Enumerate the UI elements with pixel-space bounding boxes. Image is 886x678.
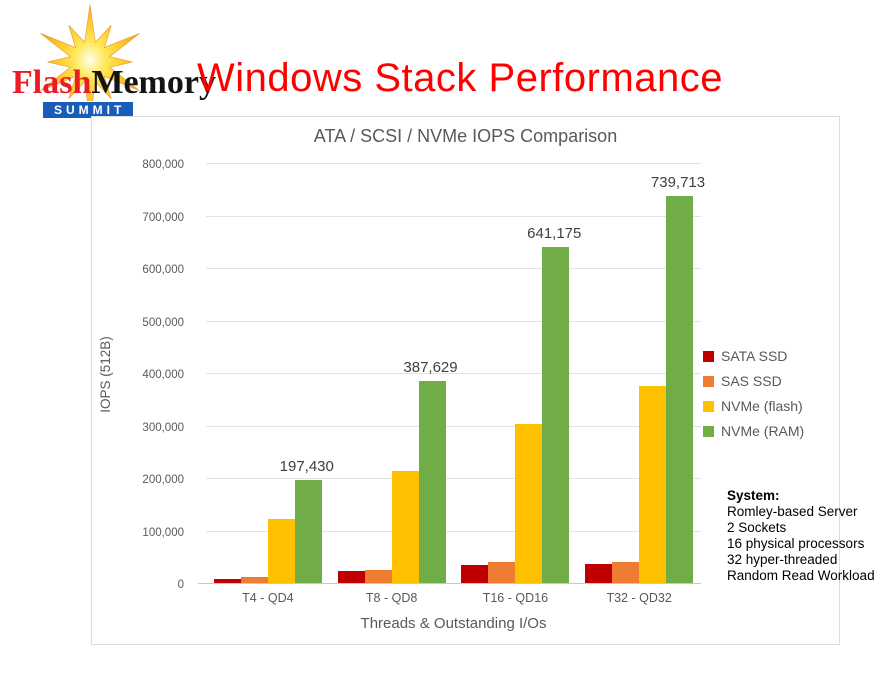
legend-label: SATA SSD [721,348,788,364]
system-heading: System: [727,488,780,503]
flash-memory-summit-logo: FlashMemory SUMMIT [8,2,216,122]
plot-area: 197,430 387,629 641,175 739,713 [198,163,705,584]
bar-sata-ssd [213,578,241,584]
bar-nvme-ram-: 387,629 [403,359,458,584]
page-title: Windows Stack Performance [197,56,724,100]
legend-entry: SATA SSD [703,348,804,364]
bar-sata-ssd [585,563,613,584]
bar-sas-ssd [612,561,640,584]
x-tick-label: T32 - QD32 [606,591,672,605]
gridline [206,530,701,532]
logo-summit-badge: SUMMIT [42,101,135,119]
legend-label: SAS SSD [721,373,782,389]
y-tick-label: 800,000 [142,159,184,171]
y-tick-label: 300,000 [142,421,184,434]
bar-nvme-ram-: 197,430 [280,458,334,584]
bar-nvme-ram-: 739,713 [651,174,705,584]
bar-sata-ssd [337,570,365,584]
system-line: 2 Sockets [727,520,787,535]
y-tick-label: 500,000 [142,316,184,329]
system-line: Romley-based Server [727,504,858,519]
system-line: 16 physical processors [727,536,865,551]
gridline [206,373,701,374]
legend-label: NVMe (flash) [721,398,803,414]
bar-group: 387,629 [330,164,458,584]
system-line: 32 hyper-threaded [727,552,838,567]
bar-groups: 197,430 387,629 641,175 739,713 [206,164,705,584]
y-tick-label: 700,000 [142,211,184,224]
y-axis-ticks: 0 100,000 200,000 300,000 400,000 500,000 600,… [92,159,196,591]
x-tick-label: T8 - QD8 [365,591,418,605]
bar-group: 197,430 [206,164,334,584]
gridline [206,320,701,322]
bar-group: 739,713 [577,164,705,584]
legend-entry: NVMe (RAM) [703,423,804,439]
gridline [206,268,701,269]
bar-nvme-flash- [391,470,419,584]
legend-entry: SAS SSD [703,373,804,389]
logo-flash-text: Flash [12,64,92,101]
gridline [206,425,701,427]
bar-group: 641,175 [454,164,581,584]
y-tick-label: 200,000 [142,474,184,486]
x-axis-ticks: T4 - QD4 T8 - QD8 T16 - QD16 T32 - QD32 [206,591,701,605]
legend-swatch-icon [703,375,714,387]
y-tick-label: 400,000 [142,369,184,381]
chart-frame: ATA / SCSI / NVMe IOPS Comparison IOPS (… [91,116,840,645]
legend-swatch-icon [703,425,714,437]
logo-memory-text: Memory [91,64,216,101]
legend-entry: NVMe (flash) [703,398,804,414]
bar-sas-ssd [364,569,392,584]
data-label: 739,713 [650,173,706,191]
data-label: 387,629 [403,358,458,376]
system-annotation: System: Romley-based Server 2 Sockets 16 p… [727,488,875,584]
system-line: Random Read Workload [727,568,875,583]
bar-nvme-flash- [515,423,543,584]
legend-swatch-icon [703,400,714,412]
data-label: 197,430 [279,458,334,476]
y-tick-label: 100,000 [142,526,184,539]
bar-sas-ssd [488,562,516,584]
logo-wordmark: FlashMemory [12,64,216,102]
gridline [206,215,701,217]
x-axis-title: Threads & Outstanding I/Os [360,615,547,632]
bar-nvme-ram-: 641,175 [527,225,581,584]
y-tick-label: 0 [177,579,184,591]
gridline [206,478,701,479]
x-tick-label: T16 - QD16 [482,591,549,605]
bar-sas-ssd [240,576,268,584]
y-tick-label: 600,000 [142,264,184,276]
bar-nvme-flash- [267,518,295,584]
legend: SATA SSD SAS SSD NVMe (flash) NVMe (RAM) [703,348,804,439]
system-lines: Romley-based Server 2 Sockets 16 physical … [727,504,875,584]
starburst-icon [40,4,140,120]
legend-swatch-icon [703,350,714,362]
bar-nvme-flash- [639,385,667,584]
x-tick-label: T4 - QD4 [242,591,294,605]
legend-label: NVMe (RAM) [721,423,805,439]
data-label: 641,175 [527,225,582,243]
chart-title: ATA / SCSI / NVMe IOPS Comparison [313,126,618,146]
gridline [206,163,701,164]
bar-sata-ssd [461,565,489,584]
